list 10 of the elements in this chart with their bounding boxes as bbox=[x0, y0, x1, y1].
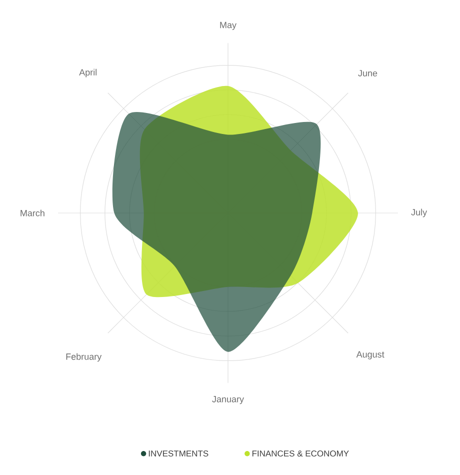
legend-label: INVESTMENTS bbox=[148, 450, 208, 456]
spoke-label: January bbox=[212, 396, 244, 404]
spoke-label: July bbox=[411, 208, 428, 218]
legend-label: FINANCES & ECONOMY bbox=[252, 450, 349, 456]
spoke-label: April bbox=[79, 68, 96, 78]
spoke-label: August bbox=[356, 351, 384, 360]
spoke-label: June bbox=[358, 70, 378, 76]
spoke-label: March bbox=[20, 210, 44, 216]
spoke-label: February bbox=[66, 353, 102, 362]
spoke-label: May bbox=[220, 22, 236, 30]
